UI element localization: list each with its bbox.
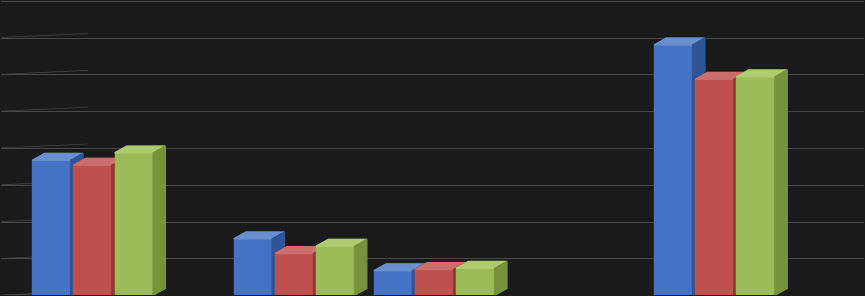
Polygon shape [234, 232, 285, 239]
Bar [654, 45, 693, 295]
Bar [234, 239, 272, 295]
Bar [275, 254, 313, 295]
Polygon shape [275, 247, 325, 254]
Polygon shape [413, 264, 425, 295]
Bar [695, 79, 734, 295]
Polygon shape [495, 261, 507, 295]
Polygon shape [415, 263, 465, 270]
Polygon shape [272, 232, 285, 295]
Bar [736, 77, 775, 295]
Polygon shape [153, 146, 165, 295]
Bar [415, 270, 453, 295]
Polygon shape [736, 70, 787, 77]
Polygon shape [112, 158, 125, 295]
Polygon shape [71, 153, 83, 295]
Polygon shape [693, 38, 705, 295]
Bar [74, 165, 112, 295]
Polygon shape [74, 158, 125, 165]
Polygon shape [374, 264, 425, 271]
Polygon shape [32, 153, 83, 160]
Bar [374, 271, 413, 295]
Polygon shape [734, 73, 746, 295]
Polygon shape [316, 239, 367, 246]
Bar [456, 268, 495, 295]
Polygon shape [775, 70, 787, 295]
Polygon shape [355, 239, 367, 295]
Polygon shape [456, 261, 507, 268]
Polygon shape [114, 146, 165, 153]
Polygon shape [313, 247, 325, 295]
Bar [114, 153, 153, 295]
Bar [316, 246, 355, 295]
Bar [32, 160, 71, 295]
Polygon shape [695, 73, 746, 79]
Polygon shape [654, 38, 705, 45]
Polygon shape [453, 263, 465, 295]
